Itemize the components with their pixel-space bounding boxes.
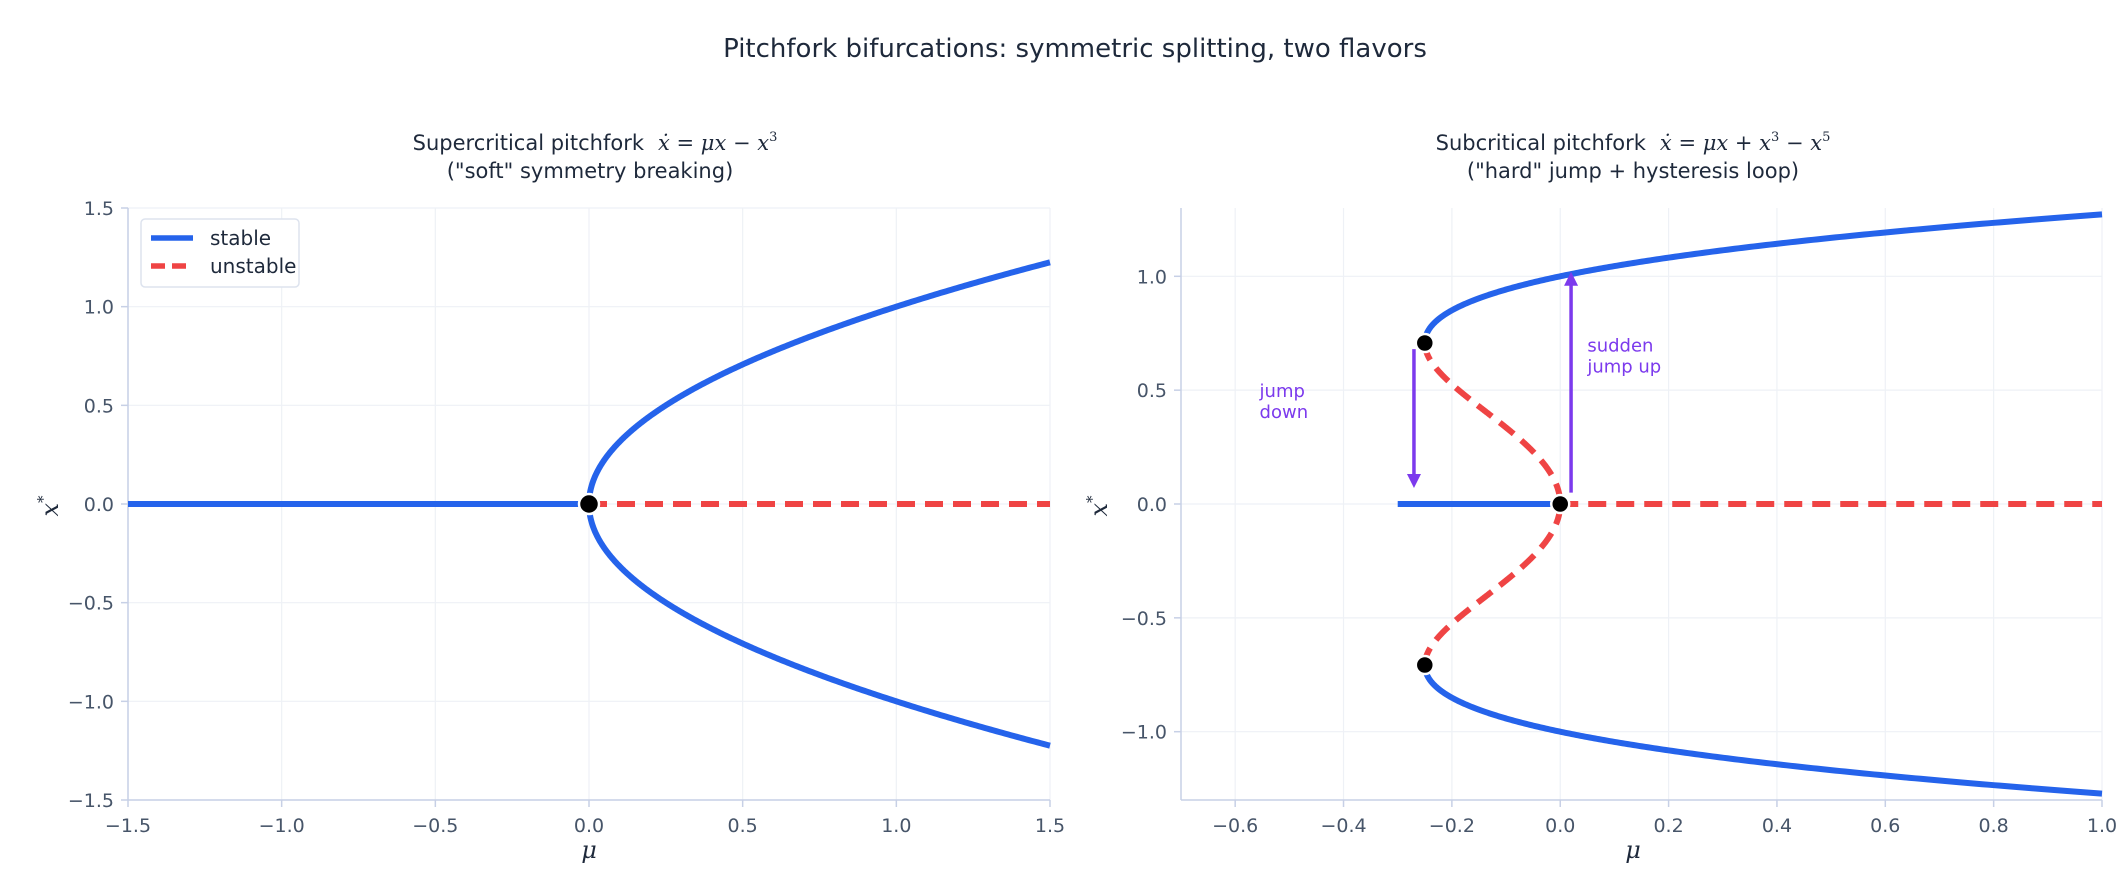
x-tick-label: 0.0: [574, 815, 604, 837]
x-axis-label: μ: [581, 836, 597, 864]
x-tick-label: −0.4: [1320, 815, 1366, 837]
legend: stable unstable: [140, 218, 300, 288]
x-tick-label: 0.6: [1870, 815, 1900, 837]
y-tick-label: 0.5: [84, 395, 114, 417]
y-tick-label: −0.5: [68, 593, 114, 615]
y-axis-label: x*: [34, 495, 64, 517]
panel-title-line1: Subcritical pitchfork ẋ = μx + x3 − x5: [1436, 130, 1831, 155]
panel-title-line1: Supercritical pitchfork ẋ = μx − x3: [413, 130, 778, 155]
annotation-text: down: [1260, 402, 1309, 423]
y-tick-label: 0.5: [1137, 380, 1167, 402]
unstable-lower-branch: [1421, 503, 1564, 668]
title-exponent: 3: [1771, 130, 1779, 145]
title-equation-rest: − x: [1779, 131, 1822, 155]
x-tick-label: −1.5: [105, 815, 151, 837]
x-tick-label: 0.4: [1762, 815, 1792, 837]
y-tick-label: 1.0: [1137, 266, 1167, 288]
bifurcation-points: [1414, 332, 1571, 676]
stable-lower-branch: [586, 501, 1051, 749]
figure-suptitle: Pitchfork bifurcations: symmetric splitt…: [723, 34, 1427, 64]
stable-lower-branch: [1421, 662, 2103, 797]
series: [128, 259, 1051, 749]
y-tick-label: −1.5: [68, 790, 114, 812]
title-equation: ẋ = μx − x: [658, 131, 769, 155]
bifurcation-point: [1549, 493, 1571, 515]
bifurcation-point: [1414, 332, 1436, 354]
title-exponent: 3: [769, 130, 777, 145]
y-axis-label: x*: [1083, 495, 1113, 517]
bifurcation-points: [577, 492, 601, 516]
title-equation: ẋ = μx + x: [1660, 131, 1771, 155]
title-name: Subcritical pitchfork: [1436, 131, 1647, 155]
stable-upper-branch: [586, 259, 1051, 507]
x-tick-label: −0.5: [412, 815, 458, 837]
x-tick-label: 0.0: [1545, 815, 1575, 837]
y-tick-label: −1.0: [68, 691, 114, 713]
x-tick-label: 1.0: [2087, 815, 2117, 837]
unstable-upper-branch: [1421, 340, 1564, 505]
y-tick-label: 0.0: [84, 494, 114, 516]
bifurcation-point: [1414, 654, 1436, 676]
legend-label-stable: stable: [210, 226, 271, 250]
x-tick-label: 1.5: [1035, 815, 1065, 837]
annotation-arrow-head: [1564, 271, 1579, 286]
y-tick-label: −0.5: [1121, 608, 1167, 630]
x-tick-label: −0.6: [1212, 815, 1258, 837]
subcritical-panel: −0.6 −0.4 −0.2 0.0 0.2 0.4 0.6 0.8 1.0 −1.0 −0.5 0.…: [1083, 130, 2117, 864]
y-tick-label: −1.0: [1121, 722, 1167, 744]
x-tick-label: 0.2: [1653, 815, 1683, 837]
x-tick-label: −0.2: [1429, 815, 1475, 837]
panel-title-line2: ("hard" jump + hysteresis loop): [1467, 159, 1799, 183]
stable-upper-branch: [1421, 211, 2103, 346]
tick-labels: −0.6 −0.4 −0.2 0.0 0.2 0.4 0.6 0.8 1.0 −1.0 −0.5 0.…: [1121, 266, 2117, 837]
y-tick-label: 0.0: [1137, 494, 1167, 516]
y-tick-label: 1.0: [84, 297, 114, 319]
title-name: Supercritical pitchfork: [413, 131, 645, 155]
x-tick-label: 0.5: [728, 815, 758, 837]
x-axis-label: μ: [1625, 836, 1641, 864]
annotation-arrow-head: [1406, 474, 1421, 489]
y-tick-label: 1.5: [84, 198, 114, 220]
annotation-text: sudden: [1587, 335, 1653, 356]
supercritical-panel: −1.5 −1.0 −0.5 0.0 0.5 1.0 1.5 −1.5 −1.0 −0.5 0.0 0…: [34, 130, 1065, 864]
x-tick-label: −1.0: [259, 815, 305, 837]
axes: [1174, 208, 2103, 807]
annotation-text: jump up: [1586, 356, 1661, 377]
tick-labels: −1.5 −1.0 −0.5 0.0 0.5 1.0 1.5 −1.5 −1.0 −0.5 0.0 0…: [68, 198, 1065, 837]
x-tick-label: 1.0: [881, 815, 911, 837]
title-exponent-2: 5: [1822, 130, 1830, 145]
x-tick-label: 0.8: [1979, 815, 2009, 837]
legend-label-unstable: unstable: [210, 254, 296, 278]
bifurcation-point: [577, 492, 601, 516]
panel-title-line2: ("soft" symmetry breaking): [447, 159, 734, 183]
annotation-text: jump: [1259, 381, 1305, 402]
